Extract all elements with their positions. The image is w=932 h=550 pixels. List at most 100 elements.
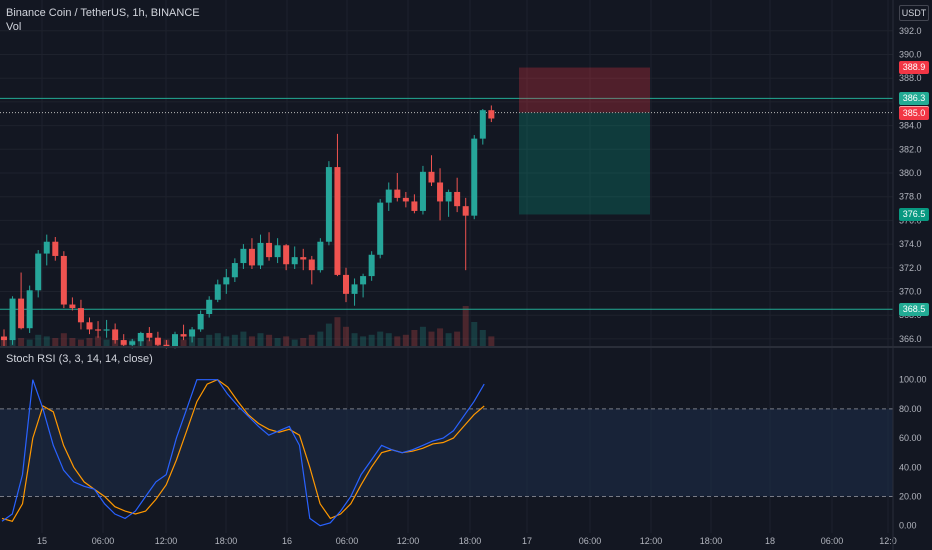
stoch-axis-label: 40.00 <box>899 462 922 472</box>
volume-bar <box>231 334 238 346</box>
volume-bar <box>283 336 290 346</box>
take-profit-tag[interactable]: 376.5 <box>899 207 929 221</box>
candle-body <box>197 314 204 330</box>
candle-body <box>291 257 298 265</box>
price-axis-label: 382.0 <box>899 144 922 154</box>
candle-body <box>343 274 349 294</box>
candle-body <box>419 171 426 211</box>
price-axis-label: 372.0 <box>899 263 922 273</box>
volume-bar <box>240 331 247 346</box>
volume-bar <box>454 331 461 346</box>
volume-bar <box>343 326 349 346</box>
stoch-rsi-band <box>0 408 893 497</box>
candle-body <box>112 329 119 341</box>
volume-bar <box>479 330 486 346</box>
price-axis-label: 370.0 <box>899 286 922 296</box>
candle-body <box>86 322 93 330</box>
candle-body <box>35 253 42 291</box>
candle-body <box>488 110 495 119</box>
volume-bars <box>1 306 495 346</box>
time-axis-label: 18:00 <box>459 536 482 546</box>
horizontal-levels[interactable] <box>0 97 893 310</box>
candle-body <box>95 329 102 331</box>
candle-body <box>334 167 341 275</box>
candle-body <box>223 277 230 285</box>
volume-bar <box>377 331 384 346</box>
currency-button[interactable]: USDT <box>899 5 929 21</box>
stop-loss-tag[interactable]: 388.9 <box>899 61 929 75</box>
candle-body <box>360 276 367 285</box>
candle-body <box>317 241 324 271</box>
volume-bar <box>197 338 204 346</box>
stoch-axis-label: 80.00 <box>899 404 922 414</box>
volume-bar <box>471 322 478 346</box>
candle-body <box>351 284 358 294</box>
volume-bar <box>69 338 76 346</box>
candle-body <box>240 248 247 264</box>
stoch-axis-label: 100.00 <box>899 375 927 385</box>
candle-body <box>266 242 273 258</box>
level-tag[interactable]: 386.3 <box>899 91 929 105</box>
candle-body <box>428 171 435 183</box>
time-axis-label: 06:00 <box>579 536 602 546</box>
time-axis-label: 18 <box>765 536 775 546</box>
candle-body <box>411 201 418 211</box>
candle-body <box>43 241 50 254</box>
stoch-rsi-legend[interactable]: Stoch RSI (3, 3, 14, 14, close) <box>6 353 153 365</box>
volume-bar <box>411 330 418 346</box>
candle-body <box>26 290 33 329</box>
candle-body <box>137 332 144 342</box>
price-axis-label: 384.0 <box>899 121 922 131</box>
volume-bar <box>419 326 426 346</box>
volume-bar <box>95 336 102 346</box>
volume-bar <box>18 338 25 346</box>
candle-body <box>437 182 444 202</box>
volume-bar <box>43 336 50 346</box>
volume-bar <box>206 334 213 346</box>
symbol-title[interactable]: Binance Coin / TetherUS, 1h, BINANCE <box>6 7 200 19</box>
volume-bar <box>385 333 392 346</box>
candle-body <box>206 299 213 315</box>
take-profit-zone[interactable] <box>519 112 650 215</box>
candle-body <box>163 344 170 346</box>
volume-bar <box>214 333 221 346</box>
volume-legend[interactable]: Vol <box>6 21 22 33</box>
price-axis-label: 380.0 <box>899 168 922 178</box>
candle-body <box>377 202 384 255</box>
time-axis-label: 12:0 <box>879 536 897 546</box>
candlestick-series <box>1 105 495 349</box>
volume-bar <box>334 317 341 346</box>
volume-bar <box>402 334 409 346</box>
last-price-tag[interactable]: 385.0 <box>899 107 929 121</box>
candle-body <box>231 263 238 278</box>
time-axis-label: 18:00 <box>215 536 238 546</box>
candle-body <box>189 329 196 337</box>
support-tag[interactable]: 368.5 <box>899 302 929 316</box>
candle-body <box>248 248 255 266</box>
price-axis-label: 392.0 <box>899 26 922 36</box>
time-axis-label: 12:00 <box>397 536 420 546</box>
volume-bar <box>462 306 469 346</box>
time-axis-label: 06:00 <box>821 536 844 546</box>
volume-bar <box>35 334 42 346</box>
price-axis-label: 378.0 <box>899 192 922 202</box>
short-position-tool[interactable] <box>519 67 650 215</box>
overbought-oversold-band <box>0 408 893 497</box>
volume-bar <box>248 336 255 346</box>
candle-body <box>1 336 7 341</box>
volume-bar <box>317 331 324 346</box>
candle-body <box>325 167 332 242</box>
candle-body <box>146 332 153 338</box>
volume-bar <box>77 339 84 346</box>
candle-body <box>394 189 401 198</box>
candle-body <box>368 254 375 277</box>
stoch-axis-label: 60.00 <box>899 433 922 443</box>
volume-bar <box>308 334 315 346</box>
candle-body <box>9 298 16 341</box>
volume-bar <box>428 331 435 346</box>
volume-bar <box>223 336 230 346</box>
stop-loss-zone[interactable] <box>519 67 650 113</box>
candle-body <box>283 245 290 265</box>
candle-body <box>257 242 264 266</box>
